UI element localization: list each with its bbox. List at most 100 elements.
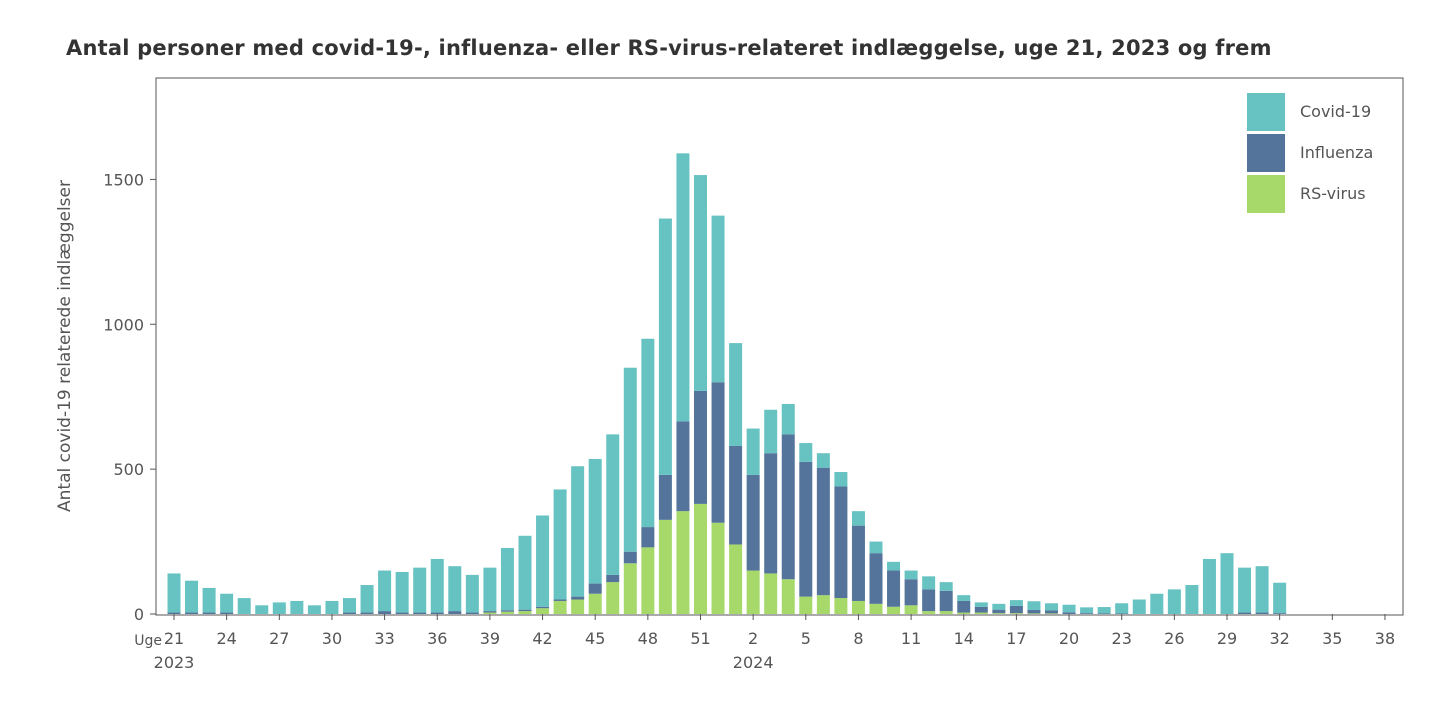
bar-influenza <box>939 590 953 612</box>
x-tick-label: 38 <box>1375 629 1395 648</box>
bar-rs-virus <box>606 582 620 614</box>
bar-covid-19 <box>1062 604 1076 613</box>
x-tick-label: 27 <box>269 629 289 648</box>
bar-covid-19 <box>185 580 199 613</box>
x-year-label: 2023 <box>154 653 195 672</box>
bar-covid-19 <box>606 434 620 575</box>
bar-influenza <box>904 579 918 606</box>
legend: Covid-19 Influenza RS-virus <box>1247 93 1373 213</box>
bar-influenza <box>413 612 427 614</box>
bar-covid-19 <box>202 587 216 613</box>
bar-rs-virus <box>974 612 988 614</box>
plot-frame <box>155 77 1404 616</box>
bar-covid-19 <box>343 598 356 613</box>
bar-influenza <box>623 551 637 564</box>
bar-rs-virus <box>1027 613 1041 614</box>
bar-influenza <box>483 611 497 613</box>
bar-influenza <box>343 612 356 614</box>
bar-covid-19 <box>904 570 918 580</box>
bar-covid-19 <box>1027 601 1041 610</box>
bar-rs-virus <box>500 611 514 614</box>
x-tick-label: 8 <box>853 629 863 648</box>
bar-influenza <box>500 610 514 612</box>
bar-influenza <box>1009 605 1023 614</box>
bar-layer <box>167 153 1287 614</box>
bar-covid-19 <box>378 570 392 612</box>
bar-influenza <box>553 599 567 601</box>
legend-label: RS-virus <box>1300 184 1366 203</box>
bar-covid-19 <box>588 458 602 584</box>
x-tick-label: 2 <box>748 629 758 648</box>
bar-influenza <box>641 527 655 548</box>
bar-covid-19 <box>360 585 374 613</box>
bar-covid-19 <box>1185 585 1199 614</box>
bar-influenza <box>571 596 585 600</box>
legend-swatch <box>1247 175 1285 213</box>
bar-covid-19 <box>676 153 690 422</box>
bar-covid-19 <box>167 573 181 613</box>
bar-rs-virus <box>816 595 830 614</box>
bar-influenza <box>711 382 725 523</box>
bar-rs-virus <box>623 563 637 614</box>
legend-label: Covid-19 <box>1300 102 1371 121</box>
bar-rs-virus <box>553 600 567 614</box>
bar-influenza <box>974 606 988 613</box>
bar-covid-19 <box>992 603 1006 610</box>
bar-rs-virus <box>869 603 883 614</box>
y-axis: 0 500 1000 1500 <box>103 170 156 624</box>
bar-rs-virus <box>939 611 953 614</box>
bar-covid-19 <box>1080 607 1094 614</box>
x-tick-label: 35 <box>1322 629 1342 648</box>
bar-rs-virus <box>851 600 865 614</box>
x-tick-label: 26 <box>1164 629 1184 648</box>
x-axis: 21 24 27 30 33 36 39 42 45 48 51 2 5 8 11 14 17 20 23 26 29 3… <box>134 614 1395 672</box>
bar-covid-19 <box>1238 567 1252 613</box>
bar-influenza <box>1027 609 1041 614</box>
bar-covid-19 <box>307 605 321 614</box>
bar-rs-virus <box>536 608 550 614</box>
bar-influenza <box>220 612 234 614</box>
bar-rs-virus <box>571 599 585 614</box>
bar-influenza <box>588 583 602 594</box>
bar-rs-virus <box>922 611 936 614</box>
x-tick-label: 42 <box>532 629 552 648</box>
bar-influenza <box>1080 613 1094 614</box>
bar-influenza <box>957 600 971 613</box>
x-tick-label: 48 <box>638 629 658 648</box>
bar-covid-19 <box>571 466 585 597</box>
bar-covid-19 <box>1273 582 1287 614</box>
bar-rs-virus <box>711 522 725 614</box>
bar-covid-19 <box>746 428 760 475</box>
bar-covid-19 <box>220 593 234 613</box>
bar-influenza <box>1115 613 1129 614</box>
x-tick-label: 51 <box>690 629 710 648</box>
y-tick-label: 1000 <box>103 315 144 334</box>
x-tick-label: 36 <box>427 629 447 648</box>
bar-covid-19 <box>711 215 725 383</box>
bar-influenza <box>922 589 936 612</box>
bar-rs-virus <box>781 579 795 614</box>
legend-label: Influenza <box>1300 143 1373 162</box>
bar-covid-19 <box>781 403 795 435</box>
bar-covid-19 <box>869 541 883 554</box>
bar-influenza <box>1097 613 1111 614</box>
bar-covid-19 <box>974 602 988 607</box>
bar-influenza <box>887 570 901 607</box>
bar-rs-virus <box>658 519 672 614</box>
bar-influenza <box>185 612 199 614</box>
x-tick-label: 39 <box>480 629 500 648</box>
bar-covid-19 <box>623 367 637 552</box>
bar-influenza <box>360 612 374 614</box>
bar-covid-19 <box>430 558 444 613</box>
x-tick-label: 23 <box>1112 629 1132 648</box>
bar-influenza <box>781 434 795 580</box>
bar-rs-virus <box>957 612 971 614</box>
bar-influenza <box>395 612 409 614</box>
bar-covid-19 <box>325 600 339 614</box>
bar-rs-virus <box>887 606 901 614</box>
bar-influenza <box>202 612 216 614</box>
bar-covid-19 <box>395 571 409 613</box>
bar-influenza <box>1062 612 1076 614</box>
bar-rs-virus <box>518 611 532 614</box>
bar-covid-19 <box>518 535 532 610</box>
